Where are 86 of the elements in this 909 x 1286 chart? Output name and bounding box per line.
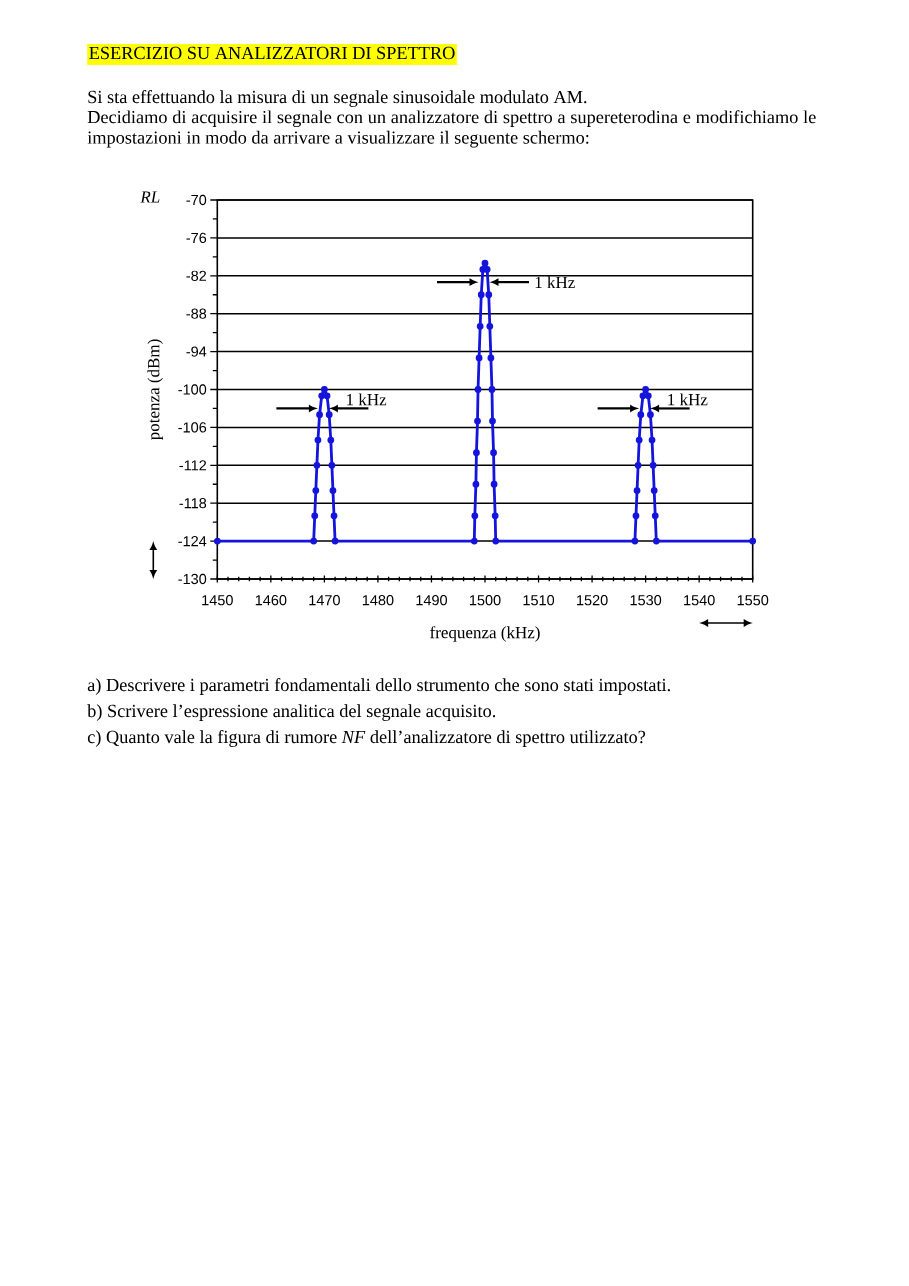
- point: [487, 354, 495, 362]
- text: Decidiamo di acquisire il segnale con un analizzatore di spettro a supereterodina e modifichiamo le impostazioni in modo da arrivare a visualizzare il seguente schermo:: [87, 110, 816, 148]
- point: [328, 461, 336, 469]
- point: [483, 266, 491, 273]
- x-tick-label: 1510: [523, 595, 555, 606]
- chart-title: ESERCIZIO SU ANALIZZATORI DI SPETTRO: [89, 46, 455, 60]
- point: [310, 537, 318, 545]
- point: [474, 386, 482, 393]
- x-tick-label: 1480: [362, 595, 394, 606]
- y-tick-label: -112: [179, 460, 207, 471]
- y-tick-label: -88: [186, 308, 207, 319]
- point: [325, 411, 333, 419]
- point: [318, 392, 326, 400]
- y-tick-label: -70: [186, 194, 207, 206]
- chart-subtitle: Si sta effettuando la misura di un segnale sinusoidale modulato AM.: [88, 90, 587, 107]
- point: [481, 259, 489, 267]
- point: [316, 411, 323, 419]
- text: c) Quanto vale la figura di rumore NF dell’analizzatore di spettro utilizzato?: [87, 730, 646, 747]
- point: [633, 487, 641, 494]
- point: [651, 512, 659, 520]
- point: [330, 512, 338, 520]
- text: RL: [140, 191, 160, 203]
- point: [648, 436, 656, 444]
- point: [474, 417, 481, 425]
- x-tick-label: 1500: [469, 595, 501, 606]
- point: [631, 537, 639, 545]
- point: [632, 512, 640, 520]
- point: [320, 386, 328, 393]
- point: [314, 436, 322, 444]
- point: [749, 537, 757, 545]
- point: [213, 537, 221, 545]
- annotation: 1 kHz: [535, 276, 575, 289]
- point: [637, 411, 645, 419]
- point: [331, 537, 339, 545]
- point: [486, 322, 494, 330]
- point: [476, 322, 484, 330]
- point: [490, 449, 497, 457]
- point: [313, 461, 321, 469]
- x-tick-label: 1540: [684, 595, 715, 606]
- point: [488, 386, 496, 393]
- point: [639, 392, 647, 400]
- point: [635, 436, 643, 444]
- y-axis-title: potenza (dBm): [147, 339, 163, 440]
- point: [649, 461, 657, 469]
- x-tick-label: 1530: [630, 595, 662, 606]
- point: [485, 291, 493, 299]
- point: [647, 411, 654, 419]
- point: [477, 291, 485, 299]
- point: [490, 480, 498, 488]
- point: [311, 512, 319, 520]
- point: [650, 487, 658, 494]
- point: [652, 537, 660, 545]
- point: [323, 392, 331, 400]
- y-tick-label: -76: [186, 232, 207, 244]
- x-tick-label: 1460: [255, 595, 287, 606]
- y-tick-label: -94: [186, 346, 207, 357]
- point: [473, 449, 480, 457]
- point: [329, 487, 337, 494]
- y-tick-label: -124: [178, 536, 207, 547]
- point: [491, 512, 499, 520]
- point: [470, 537, 478, 545]
- point: [489, 417, 496, 425]
- x-tick-label: 1520: [577, 595, 608, 606]
- point: [327, 436, 335, 444]
- text: a) Descrivere i parametri fondamentali dello strumento che sono stati impostati.: [87, 678, 670, 695]
- point: [644, 392, 652, 400]
- x-tick-label: 1450: [202, 595, 233, 606]
- point: [642, 386, 650, 393]
- y-tick-label: -82: [186, 270, 207, 281]
- x-axis-title: frequenza (kHz): [430, 626, 540, 642]
- point: [471, 512, 479, 520]
- x-tick-label: 1550: [737, 595, 769, 606]
- x-tick-label: 1470: [309, 595, 340, 606]
- annotation: 1 kHz: [668, 393, 708, 406]
- y-tick-label: -130: [178, 573, 207, 585]
- y-tick-label: -100: [178, 384, 207, 395]
- annotation: 1 kHz: [347, 393, 387, 406]
- point: [312, 487, 320, 494]
- y-tick-label: -106: [178, 422, 207, 433]
- text: b) Scrivere l’espressione analitica del segnale acquisito.: [87, 704, 496, 721]
- point: [472, 480, 480, 488]
- point: [492, 537, 500, 545]
- point: [634, 461, 642, 469]
- x-tick-label: 1490: [416, 595, 448, 606]
- point: [475, 354, 483, 362]
- y-tick-label: -118: [179, 498, 207, 509]
